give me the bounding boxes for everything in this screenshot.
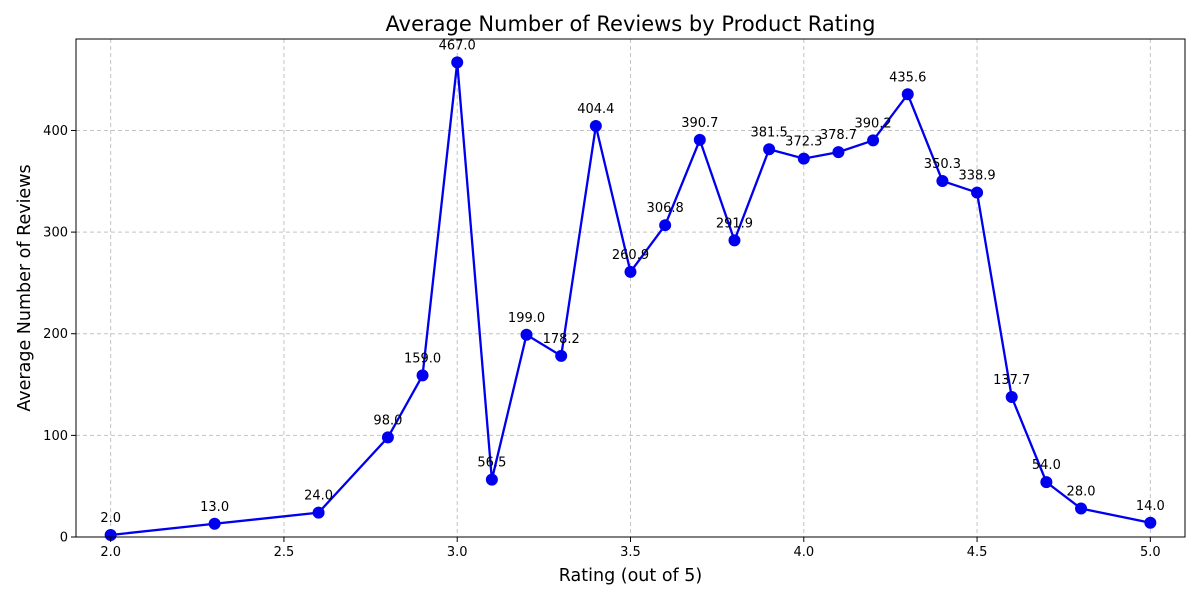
data-point [520,328,533,341]
y-tick-label: 300 [43,226,68,241]
data-label: 291.9 [716,216,753,231]
data-label: 178.2 [543,332,580,347]
data-label: 390.7 [681,116,718,131]
data-label: 14.0 [1136,499,1165,514]
data-point [867,134,880,147]
data-point [901,88,914,101]
chart-title: Average Number of Reviews by Product Rat… [386,12,876,36]
data-point [1040,476,1053,489]
y-tick-label: 0 [60,531,68,546]
data-point [381,431,394,444]
data-label: 199.0 [508,311,545,326]
data-point [728,234,741,247]
data-point [832,146,845,159]
data-point [312,506,325,519]
x-tick-label: 4.5 [967,545,988,560]
y-tick-label: 200 [43,327,68,342]
data-point [416,369,429,382]
data-label: 54.0 [1032,458,1061,473]
data-point [659,219,672,232]
data-label: 378.7 [820,128,857,143]
x-axis-label: Rating (out of 5) [559,566,702,586]
series-layer [104,56,1157,541]
data-point [971,186,984,199]
data-label: 24.0 [304,489,333,504]
data-labels: 2.0 13.0 24.0 98.0 159.0 467.0 56.5 199.0 178.2 4… [100,38,1165,526]
data-point [555,349,568,362]
x-axis-ticks: 2.0 2.5 3.0 3.5 4.0 4.5 5.0 [100,537,1161,560]
grid [76,39,1185,538]
data-point [589,119,602,132]
data-label: 306.8 [647,201,684,216]
x-tick-label: 4.0 [793,545,814,560]
data-label: 404.4 [577,102,614,117]
data-point [1075,502,1088,515]
data-label: 435.6 [889,70,926,85]
data-label: 338.9 [958,169,995,184]
x-tick-label: 5.0 [1140,545,1161,560]
y-tick-label: 400 [43,124,68,139]
data-label: 56.5 [477,456,506,471]
data-point [936,174,949,187]
data-point [1005,391,1018,404]
x-tick-label: 3.0 [447,545,468,560]
data-label: 137.7 [993,373,1030,388]
data-label: 28.0 [1067,485,1096,500]
x-tick-label: 3.5 [620,545,641,560]
data-label: 159.0 [404,351,441,366]
data-label: 350.3 [924,157,961,172]
data-point [451,56,464,69]
y-tick-label: 100 [43,429,68,444]
data-point [1144,516,1157,529]
data-point [485,473,498,486]
data-label: 98.0 [373,413,402,428]
data-point [797,152,810,165]
y-axis-label: Average Number of Reviews [15,164,35,411]
y-axis-ticks: 0 100 200 300 400 [43,124,76,546]
data-point [624,265,637,278]
data-label: 390.2 [854,116,891,131]
x-tick-label: 2.5 [274,545,295,560]
data-point [693,133,706,146]
data-point [208,517,221,530]
data-label: 13.0 [200,500,229,515]
data-label: 467.0 [439,38,476,53]
data-label: 260.9 [612,248,649,263]
x-tick-label: 2.0 [100,545,121,560]
data-label: 2.0 [100,511,121,526]
data-label: 381.5 [751,125,788,140]
data-point [763,143,776,156]
data-label: 372.3 [785,135,822,150]
